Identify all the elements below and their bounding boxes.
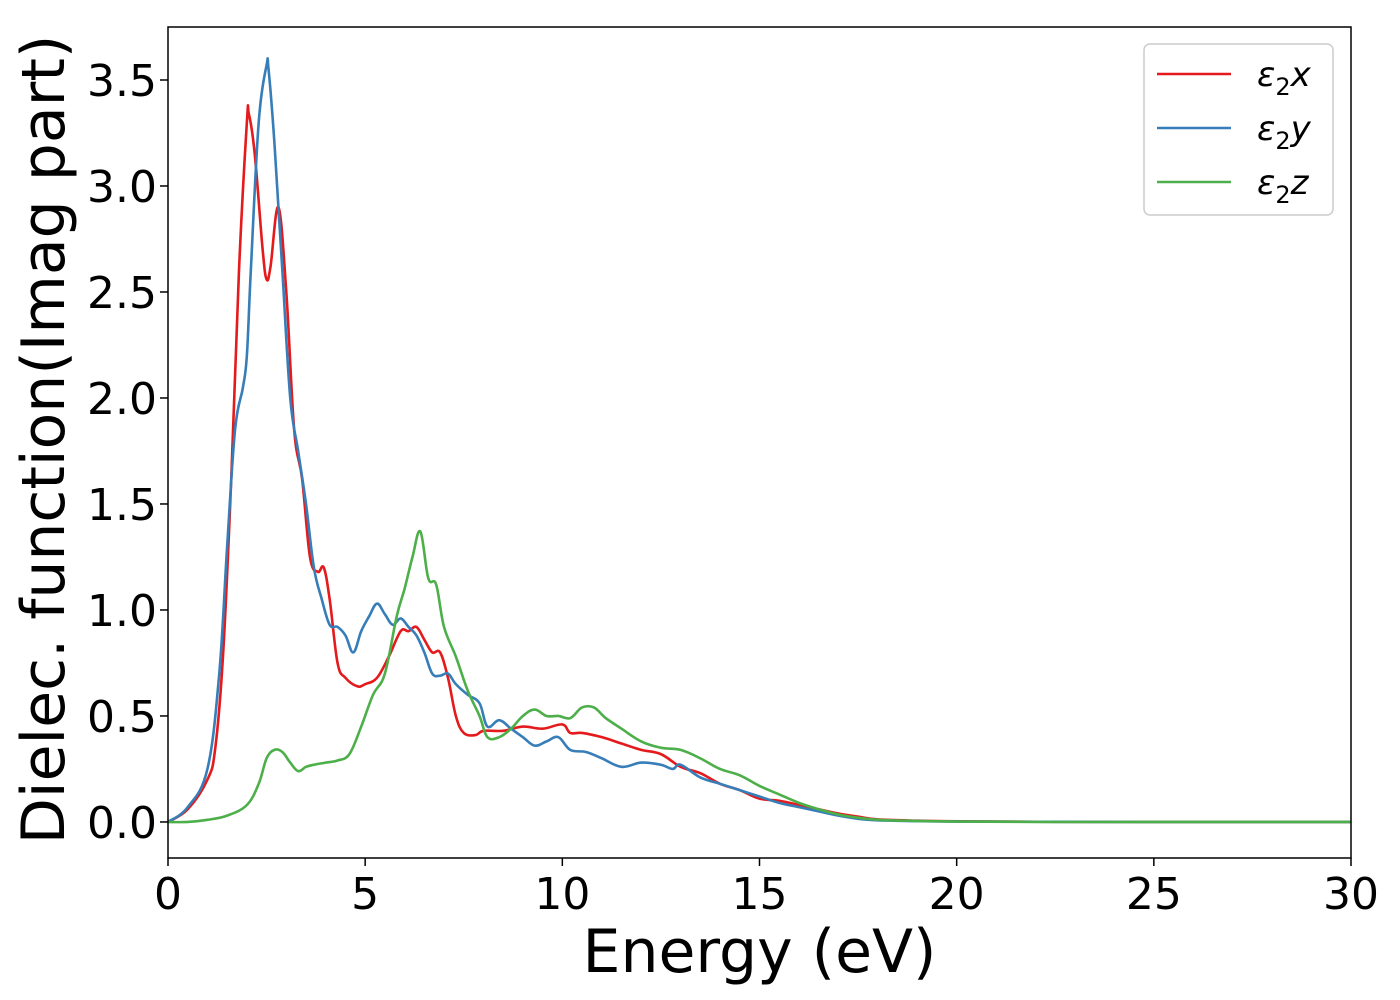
y-tick-label: 0.0 — [87, 798, 157, 849]
x-tick-label: 25 — [1126, 869, 1182, 920]
y-tick-label: 0.5 — [87, 692, 157, 743]
legend-box — [1143, 43, 1334, 216]
x-axis-ticks: 0 5 10 15 20 25 30 — [154, 858, 1379, 920]
y-tick-label: 3.5 — [87, 56, 157, 107]
legend-label: ε2z — [1257, 163, 1310, 209]
y-axis-label: Dielec. function(Imag part) — [9, 35, 79, 845]
y-tick-label: 1.5 — [87, 480, 157, 531]
y-tick-label: 1.0 — [87, 586, 157, 637]
x-tick-label: 0 — [154, 869, 182, 920]
legend-label: ε2x — [1257, 55, 1312, 101]
legend-label: ε2y — [1257, 109, 1312, 155]
x-tick-label: 15 — [732, 869, 788, 920]
legend: ε2x ε2y ε2z — [1143, 43, 1334, 216]
series-line-z — [168, 529, 1351, 824]
y-tick-label: 3.0 — [87, 162, 157, 213]
x-tick-label: 30 — [1323, 869, 1379, 920]
x-tick-label: 10 — [534, 869, 590, 920]
y-axis-ticks: 0.0 0.5 1.0 1.5 2.0 2.5 3.0 3.5 — [87, 56, 168, 849]
y-tick-label: 2.5 — [87, 268, 157, 319]
y-tick-label: 2.0 — [87, 374, 157, 425]
series-line-y — [168, 57, 1351, 824]
x-tick-label: 5 — [351, 869, 379, 920]
x-tick-label: 20 — [929, 869, 985, 920]
x-axis-label: Energy (eV) — [583, 917, 937, 987]
series-layer — [168, 57, 1351, 824]
